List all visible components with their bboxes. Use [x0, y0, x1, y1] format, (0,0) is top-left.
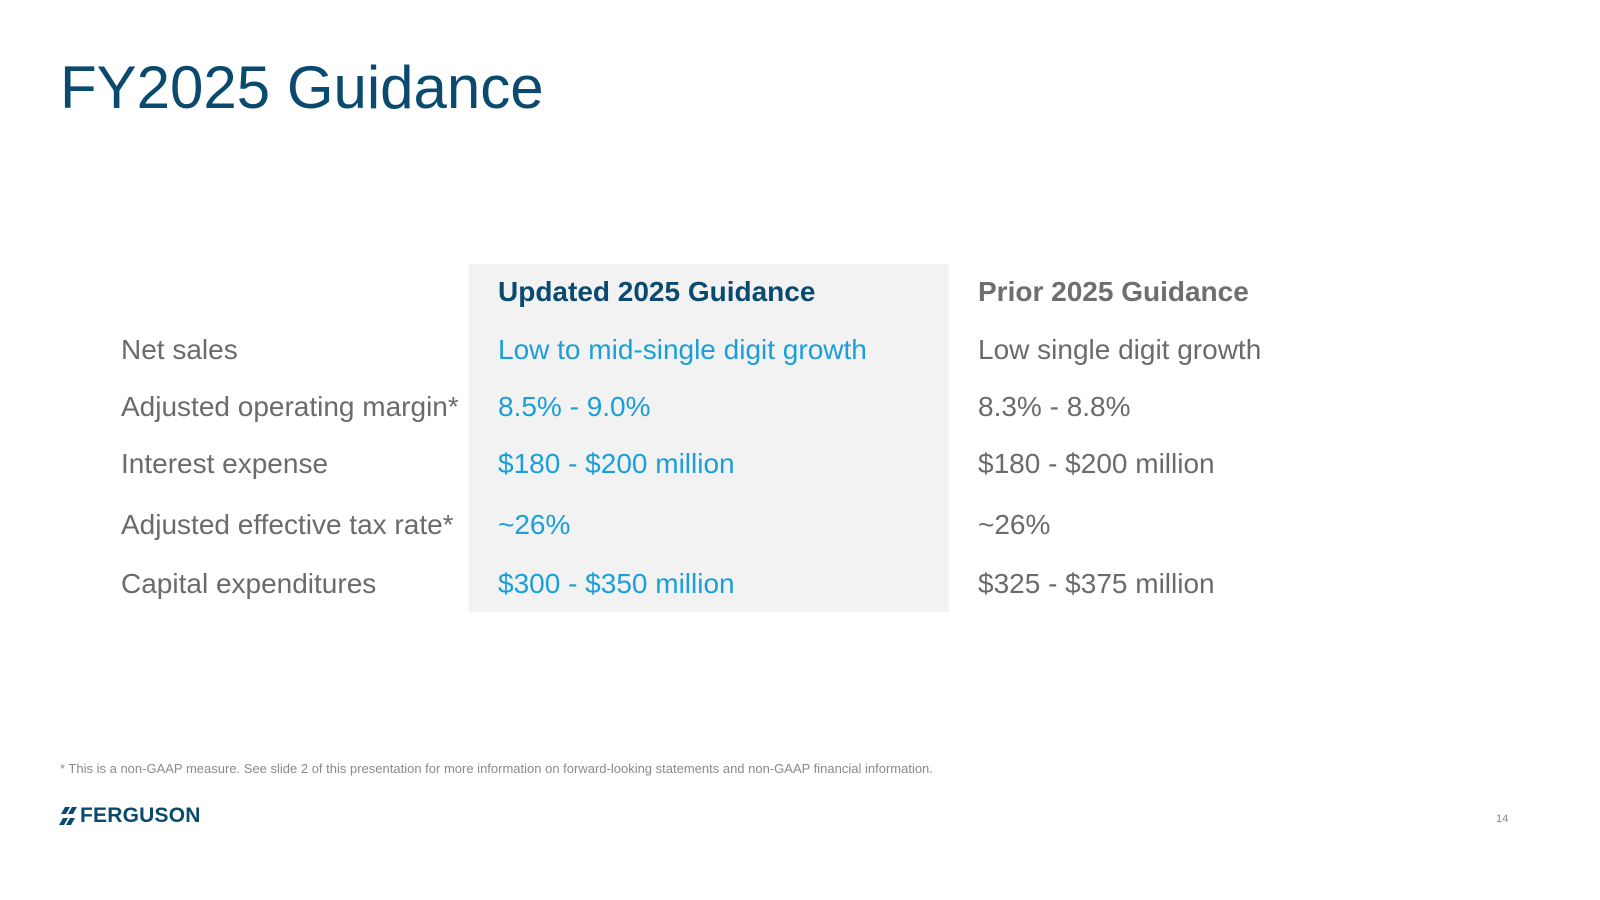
prior-adjusted-effective-tax-rate: ~26%: [978, 509, 1051, 540]
updated-adjusted-operating-margin: 8.5% - 9.0%: [498, 391, 651, 422]
logo-wordmark: FERGUSON: [80, 804, 201, 827]
updated-guidance-panel: [469, 264, 949, 612]
prior-interest-expense: $180 - $200 million: [978, 448, 1215, 479]
updated-guidance-header: Updated 2025 Guidance: [498, 276, 816, 307]
prior-capital-expenditures: $325 - $375 million: [978, 568, 1215, 599]
page-number: 14: [1496, 813, 1509, 825]
row-label-adjusted-operating-margin: Adjusted operating margin*: [121, 391, 459, 422]
updated-interest-expense: $180 - $200 million: [498, 448, 735, 479]
updated-capital-expenditures: $300 - $350 million: [498, 568, 735, 599]
row-label-net-sales: Net sales: [121, 334, 238, 365]
row-label-interest-expense: Interest expense: [121, 448, 329, 479]
ferguson-logo: FERGUSON: [58, 804, 201, 828]
row-label-capital-expenditures: Capital expenditures: [121, 568, 377, 599]
prior-adjusted-operating-margin: 8.3% - 8.8%: [978, 391, 1131, 422]
row-label-adjusted-effective-tax-rate: Adjusted effective tax rate*: [121, 509, 454, 540]
updated-net-sales: Low to mid-single digit growth: [498, 334, 867, 365]
updated-adjusted-effective-tax-rate: ~26%: [498, 509, 571, 540]
prior-net-sales: Low single digit growth: [978, 334, 1262, 365]
ferguson-logo-mark-icon: [59, 807, 77, 825]
prior-guidance-header: Prior 2025 Guidance: [978, 276, 1249, 307]
slide-title: FY2025 Guidance: [60, 54, 544, 121]
footnote: * This is a non-GAAP measure. See slide …: [60, 761, 933, 776]
